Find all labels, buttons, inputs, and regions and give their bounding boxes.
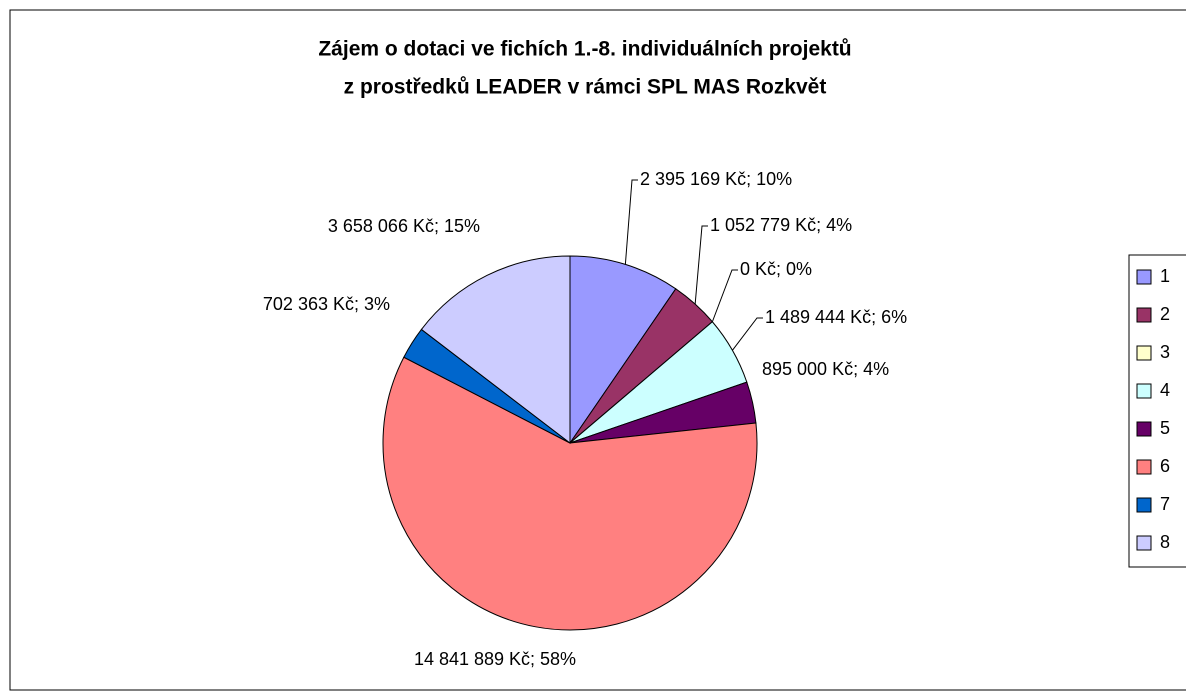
legend-label: 1 (1160, 266, 1170, 286)
legend-box (1128, 254, 1186, 568)
leader-line (624, 179, 638, 265)
leader-line (711, 269, 738, 322)
chart-title: Zájem o dotaci ve fichích 1.-8. individu… (318, 38, 851, 61)
legend-label: 4 (1160, 380, 1170, 400)
legend-label: 3 (1160, 342, 1170, 362)
legend-label: 6 (1160, 456, 1170, 476)
data-label: 1 052 779 Kč; 4% (710, 215, 852, 235)
leader-line (694, 225, 708, 305)
legend-swatch (1136, 307, 1152, 323)
legend-label: 8 (1160, 532, 1170, 552)
pie-slice (420, 255, 571, 445)
data-label: 702 363 Kč; 3% (263, 294, 390, 314)
legend-swatch (1136, 535, 1152, 551)
legend-swatch (1136, 345, 1152, 361)
leader-line (732, 317, 763, 351)
legend-label: 2 (1160, 304, 1170, 324)
legend-swatch (1136, 421, 1152, 437)
pie-slice (382, 356, 758, 631)
data-label: 0 Kč; 0% (740, 259, 812, 279)
legend-label: 5 (1160, 418, 1170, 438)
legend-swatch (1136, 497, 1152, 513)
data-label: 895 000 Kč; 4% (762, 359, 889, 379)
data-label: 14 841 889 Kč; 58% (414, 649, 576, 669)
legend-label: 7 (1160, 494, 1170, 514)
data-label: 1 489 444 Kč; 6% (765, 307, 907, 327)
data-label: 3 658 066 Kč; 15% (328, 216, 480, 236)
chart-title: z prostředků LEADER v rámci SPL MAS Rozk… (344, 76, 827, 99)
legend-swatch (1136, 269, 1152, 285)
legend-swatch (1136, 459, 1152, 475)
data-label: 2 395 169 Kč; 10% (640, 169, 792, 189)
legend-swatch (1136, 383, 1152, 399)
